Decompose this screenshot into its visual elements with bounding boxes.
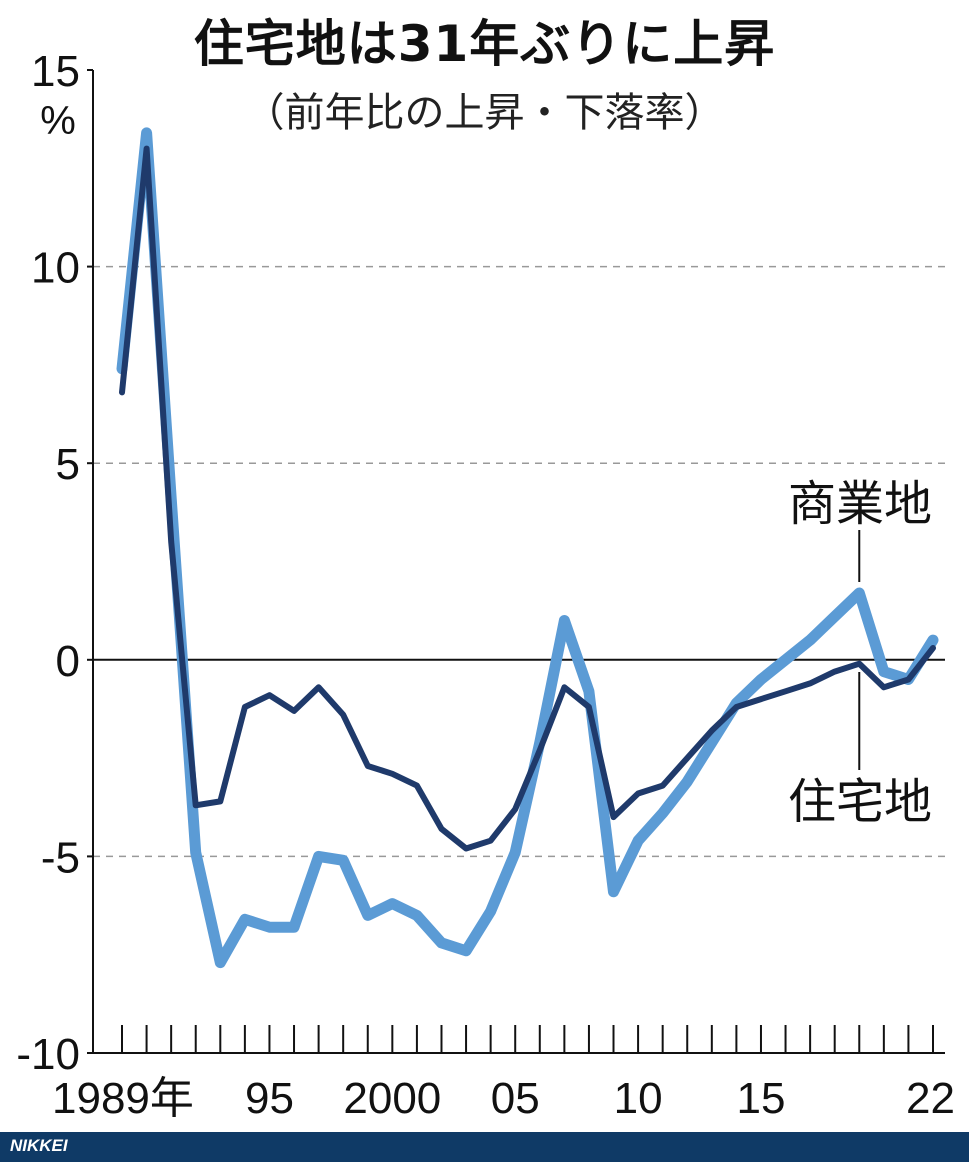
footer-bar: NIKKEI xyxy=(0,1132,969,1162)
x-tick-label: 22 xyxy=(906,1074,955,1123)
chart-subtitle: （前年比の上昇・下落率） xyxy=(244,90,725,136)
y-tick-label: 10 xyxy=(31,244,80,293)
x-tick-label: 95 xyxy=(245,1074,294,1123)
x-tick-label: 05 xyxy=(491,1074,540,1123)
y-tick-label: 15 xyxy=(31,47,80,96)
x-tick-label: 10 xyxy=(614,1074,663,1123)
y-tick-label: -5 xyxy=(41,833,80,882)
brand-logo: NIKKEI xyxy=(10,1136,68,1155)
y-tick-label: -10 xyxy=(16,1030,80,1079)
series-line-residential xyxy=(119,145,936,852)
annotation-commercial: 商業地 xyxy=(788,478,932,531)
x-tick-label: 1989年 xyxy=(52,1074,194,1123)
y-axis-unit: % xyxy=(40,99,76,143)
y-tick-label: 0 xyxy=(56,637,80,686)
y-tick-label: 5 xyxy=(56,440,80,489)
x-tick-label: 2000 xyxy=(343,1074,441,1123)
annotation-residential: 住宅地 xyxy=(788,776,932,829)
x-tick-label: 15 xyxy=(736,1074,785,1123)
series-line-commercial xyxy=(116,127,939,969)
chart-title: 住宅地は31年ぶりに上昇 xyxy=(193,15,776,73)
